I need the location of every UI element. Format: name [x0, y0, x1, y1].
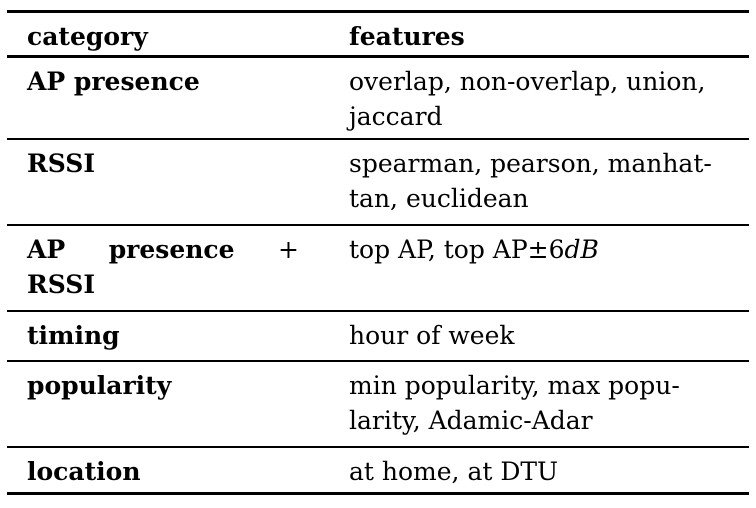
row-features-line: at home, at DTU — [349, 457, 559, 486]
row-features-math: dB — [564, 235, 599, 264]
row-features-line: hour of week — [349, 321, 515, 350]
feature-table: category features AP presence overlap, n… — [7, 10, 749, 495]
table-row: location at home, at DTU — [7, 448, 749, 492]
row-features: top AP, top AP±6dB — [309, 232, 749, 267]
row-features-line: min popularity, max popu- — [349, 371, 680, 400]
table-row: timing hour of week — [7, 312, 749, 360]
bottom-rule — [7, 492, 749, 495]
header-category: category — [27, 22, 148, 51]
row-category-line: RSSI — [27, 270, 96, 299]
table-header-row: category features — [7, 13, 749, 55]
row-category: popularity — [27, 371, 172, 400]
row-features-line: larity, Adamic-Adar — [349, 406, 593, 435]
row-category: timing — [27, 321, 120, 350]
row-features: overlap, non-overlap, union, jaccard — [309, 64, 749, 134]
category-plus: + — [278, 235, 299, 264]
row-features: spearman, pearson, manhat- tan, euclidea… — [309, 146, 749, 216]
row-divider — [7, 138, 749, 140]
header-features: features — [349, 22, 465, 51]
row-divider — [7, 310, 749, 312]
row-category: AP presence — [27, 67, 200, 96]
category-word: presence — [108, 235, 235, 264]
row-category: location — [27, 457, 141, 486]
row-features-text: top AP, top AP±6 — [349, 235, 565, 264]
row-features-line: overlap, non-overlap, union, — [349, 67, 706, 96]
row-divider — [7, 224, 749, 226]
row-features: at home, at DTU — [309, 454, 749, 489]
row-features: hour of week — [309, 318, 749, 353]
header-rule — [7, 55, 749, 58]
row-divider — [7, 446, 749, 448]
category-word: AP — [27, 235, 66, 264]
table-row: RSSI spearman, pearson, manhat- tan, euc… — [7, 140, 749, 224]
row-features-line: tan, euclidean — [349, 184, 529, 213]
table-row: popularity min popularity, max popu- lar… — [7, 362, 749, 446]
row-features-line: spearman, pearson, manhat- — [349, 149, 712, 178]
row-features: min popularity, max popu- larity, Adamic… — [309, 368, 749, 438]
row-category: AP presence + RSSI — [7, 232, 309, 302]
table-row: AP presence overlap, non-overlap, union,… — [7, 58, 749, 138]
table-row: AP presence + RSSI top AP, top AP±6dB — [7, 226, 749, 310]
row-category-line: AP presence + — [27, 232, 299, 267]
top-rule — [7, 10, 749, 13]
row-category: RSSI — [27, 149, 96, 178]
row-divider — [7, 360, 749, 362]
row-features-line: jaccard — [349, 102, 443, 131]
